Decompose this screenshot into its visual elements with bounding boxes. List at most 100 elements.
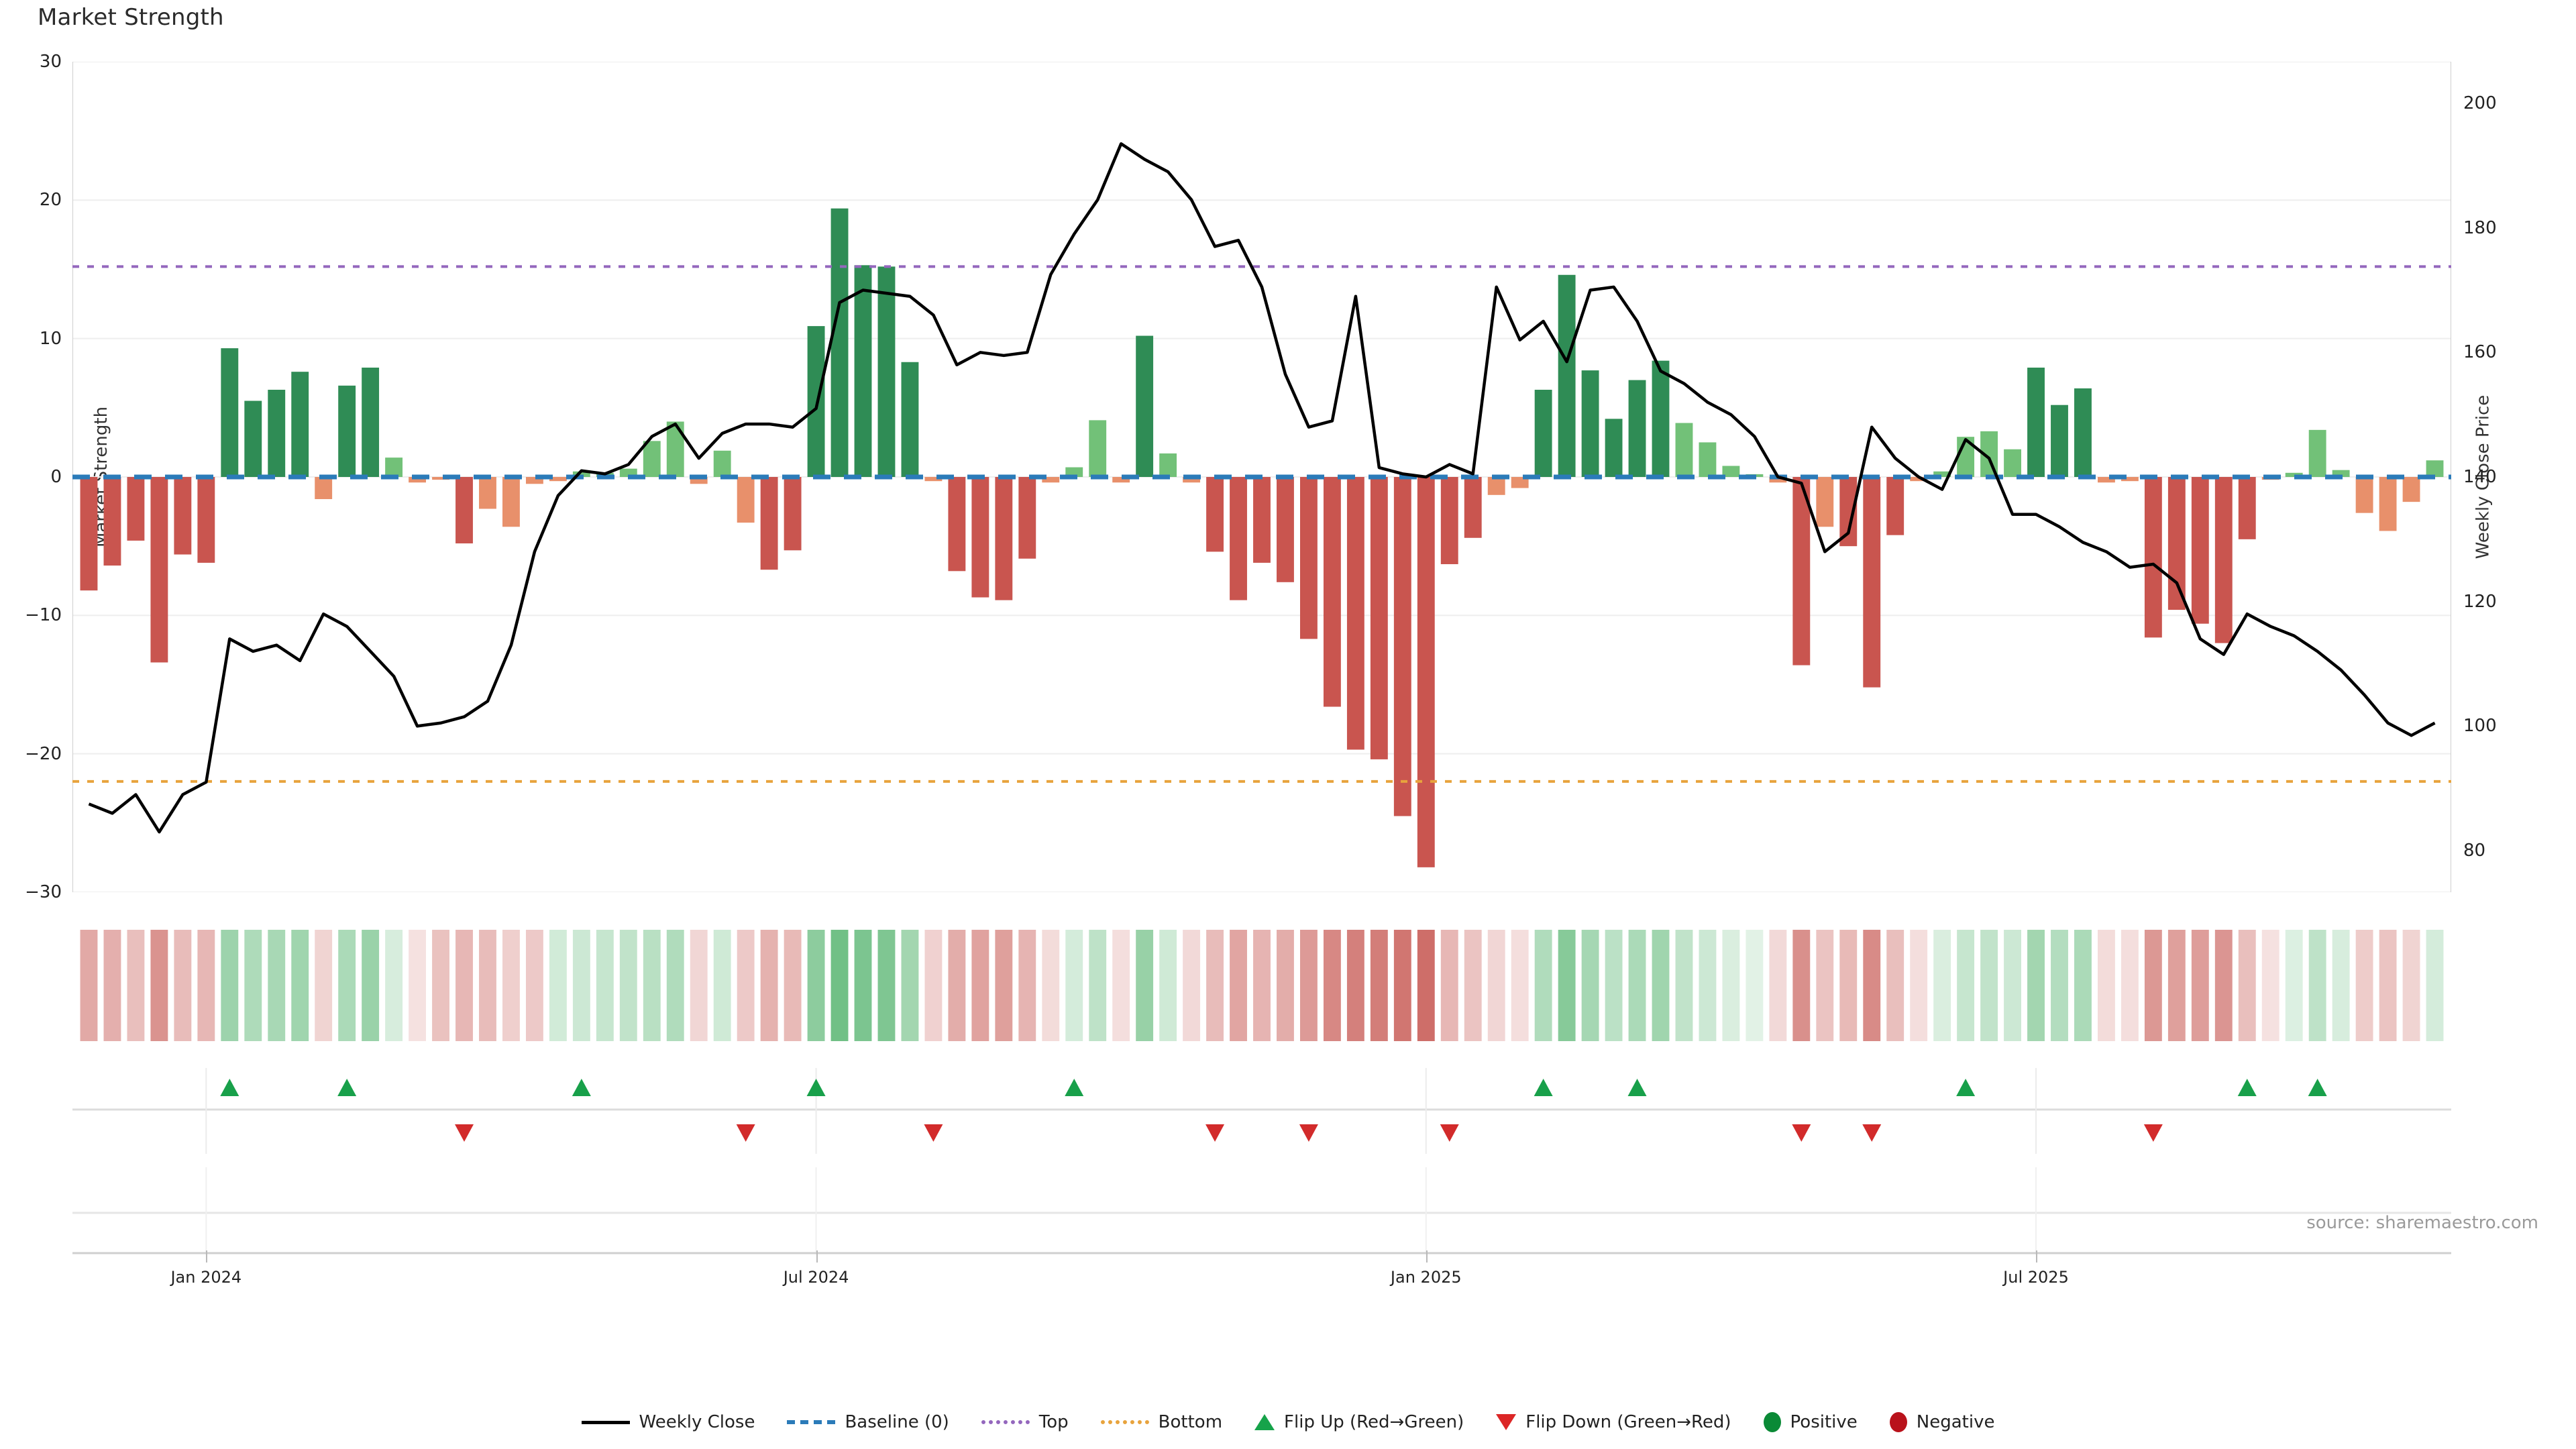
legend-item[interactable]: Weekly Close <box>581 1412 755 1432</box>
strength-bar <box>854 265 872 477</box>
strength-bar <box>666 421 684 477</box>
heat-cell <box>643 930 661 1041</box>
x-tick-label: Jan 2025 <box>1390 1268 1462 1287</box>
heat-cell <box>877 930 896 1041</box>
x-tick-label: Jan 2024 <box>170 1268 242 1287</box>
x-tick-label: Jul 2025 <box>2003 1268 2069 1287</box>
strength-bar <box>80 477 98 591</box>
strength-bar <box>1159 453 1177 477</box>
heat-cell <box>2074 930 2092 1041</box>
flip-up-marker <box>1534 1079 1553 1096</box>
strength-bar <box>1183 477 1201 483</box>
strength-bar <box>1440 477 1458 564</box>
legend-tri-dn-icon <box>1496 1414 1517 1430</box>
legend-dot-bot-icon <box>1100 1420 1149 1424</box>
heat-cell <box>1230 930 1247 1041</box>
strength-bar <box>268 390 286 477</box>
strength-bar <box>1042 477 1060 483</box>
heat-cell <box>854 930 872 1041</box>
flips-canvas <box>72 1068 2451 1154</box>
strength-bar <box>1534 390 1552 477</box>
legend-label: Weekly Close <box>639 1412 755 1432</box>
heat-cell <box>2214 930 2233 1041</box>
heat-cell <box>619 930 637 1041</box>
strength-bar <box>2004 449 2021 477</box>
strength-bar <box>221 348 239 477</box>
heat-cell <box>572 930 590 1041</box>
heat-cell <box>174 930 192 1041</box>
heat-cell <box>1183 930 1201 1041</box>
flip-up-marker <box>806 1079 826 1096</box>
strength-bar <box>2332 470 2350 477</box>
strength-bar <box>549 477 567 482</box>
legend-item[interactable]: Flip Up (Red→Green) <box>1254 1412 1464 1432</box>
legend-label: Flip Down (Green→Red) <box>1525 1412 1731 1432</box>
strength-bar <box>1816 477 1834 527</box>
heat-cell <box>1605 930 1623 1041</box>
flip-up-marker <box>220 1079 239 1096</box>
heat-cell <box>1699 930 1717 1041</box>
heat-cell <box>1253 930 1271 1041</box>
heat-cell <box>995 930 1013 1041</box>
heat-cell <box>1933 930 1951 1041</box>
strength-bar <box>362 367 380 477</box>
heat-cell <box>2308 930 2326 1041</box>
strength-bar <box>948 477 966 572</box>
source-attribution: source: sharemaestro.com <box>2306 1213 2538 1233</box>
strength-bar <box>643 441 661 477</box>
legend-item[interactable]: Flip Down (Green→Red) <box>1496 1412 1731 1432</box>
strength-bar <box>1605 419 1623 477</box>
heat-cell <box>690 930 708 1041</box>
strength-bar <box>1065 467 1083 477</box>
heat-cell <box>1675 930 1693 1041</box>
x-tick-mark <box>1426 1250 1428 1263</box>
strength-bar <box>1253 477 1271 563</box>
y-tick-right: 80 <box>2463 841 2486 861</box>
flip-down-marker <box>1862 1124 1882 1142</box>
legend-item[interactable]: Negative <box>1889 1412 1994 1432</box>
heat-cell <box>2027 930 2045 1041</box>
legend-item[interactable]: Positive <box>1763 1412 1858 1432</box>
heat-cell <box>2238 930 2256 1041</box>
heat-cell <box>1089 930 1107 1041</box>
strength-bar <box>877 266 896 477</box>
heat-cell <box>1722 930 1740 1041</box>
heat-cell <box>2402 930 2420 1041</box>
heat-cell <box>737 930 755 1041</box>
legend-item[interactable]: Baseline (0) <box>787 1412 949 1432</box>
heat-cell <box>221 930 239 1041</box>
y-tick-left: 30 <box>39 52 62 72</box>
strength-bar <box>1487 477 1505 495</box>
strength-bar <box>830 208 849 477</box>
heat-cell <box>338 930 356 1041</box>
flip-down-marker <box>455 1124 474 1142</box>
heat-cell <box>1393 930 1411 1041</box>
heat-cell <box>971 930 989 1041</box>
y-tick-right: 160 <box>2463 342 2497 363</box>
heat-cell <box>362 930 380 1041</box>
heat-cell <box>1628 930 1646 1041</box>
strength-bar <box>737 477 755 523</box>
strength-bar <box>1393 477 1411 816</box>
strength-bar <box>971 477 989 598</box>
strength-bar <box>2051 405 2068 477</box>
heat-cell <box>291 930 309 1041</box>
heat-cell <box>479 930 496 1041</box>
strength-bar <box>338 385 356 477</box>
heat-cell <box>268 930 286 1041</box>
strength-bar <box>2308 429 2326 477</box>
legend-item[interactable]: Bottom <box>1100 1412 1222 1432</box>
legend-circ-r-icon <box>1889 1412 1907 1432</box>
heat-cell <box>2379 930 2397 1041</box>
heat-cell <box>1206 930 1224 1041</box>
strength-bar <box>1417 477 1435 867</box>
strength-bar <box>572 471 590 477</box>
y-tick-right: 180 <box>2463 217 2497 238</box>
legend-label: Positive <box>1790 1412 1858 1432</box>
strength-bar <box>1863 477 1881 688</box>
strength-bar <box>901 362 919 477</box>
strength-bar <box>1910 477 1928 482</box>
strength-bar <box>2097 477 2115 483</box>
heat-cell <box>1464 930 1482 1041</box>
legend-item[interactable]: Top <box>981 1412 1069 1432</box>
